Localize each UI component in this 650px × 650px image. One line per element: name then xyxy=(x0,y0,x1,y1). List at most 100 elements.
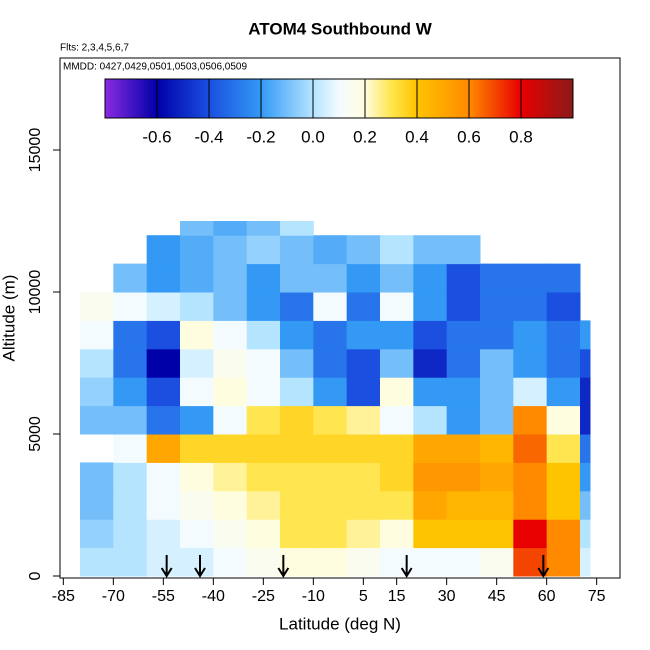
heatmap-cell xyxy=(413,320,448,350)
heatmap-cell xyxy=(346,434,381,463)
heatmap-cell xyxy=(446,348,481,378)
heatmap-cell xyxy=(246,434,281,463)
heatmap-cell xyxy=(213,221,248,236)
heatmap-cell xyxy=(213,377,248,407)
marker-arrow xyxy=(537,555,550,578)
heatmap-cell xyxy=(380,377,414,407)
heatmap-cell xyxy=(580,519,591,549)
heatmap-cell xyxy=(513,377,548,407)
heatmap-cell xyxy=(446,547,481,577)
heatmap-cell xyxy=(146,292,181,321)
heatmap-cell xyxy=(80,292,114,321)
heatmap-cell xyxy=(346,490,381,520)
heatmap-cell xyxy=(313,377,348,407)
heatmap-cell xyxy=(213,263,248,293)
heatmap-cell xyxy=(346,320,381,350)
heatmap-cell xyxy=(546,519,581,549)
heatmap-cell xyxy=(346,263,381,293)
heatmap-cell xyxy=(380,490,414,520)
heatmap-cell xyxy=(213,292,248,321)
heatmap-cell xyxy=(446,292,481,321)
heatmap-cell xyxy=(146,263,181,293)
heatmap xyxy=(80,221,591,577)
heatmap-cell xyxy=(246,320,281,350)
heatmap-cell xyxy=(246,292,281,321)
colorbar-tick-label: -0.2 xyxy=(246,127,275,146)
heatmap-cell xyxy=(80,320,114,350)
heatmap-cell xyxy=(280,348,314,378)
heatmap-cell xyxy=(213,434,248,463)
heatmap-cell xyxy=(346,519,381,549)
heatmap-cell xyxy=(446,320,481,350)
heatmap-cell xyxy=(446,434,481,463)
heatmap-cell xyxy=(313,490,348,520)
heatmap-cell xyxy=(146,348,181,378)
heatmap-cell xyxy=(313,292,348,321)
heatmap-cell xyxy=(580,320,591,350)
heatmap-cell xyxy=(213,320,248,350)
x-tick-label: 30 xyxy=(438,588,456,605)
heatmap-cell xyxy=(113,490,148,520)
heatmap-cell xyxy=(246,462,281,492)
heatmap-cell xyxy=(580,405,591,435)
colorbar-tick-label: 0.0 xyxy=(301,127,325,146)
heatmap-cell xyxy=(413,235,448,265)
heatmap-cell xyxy=(280,405,314,435)
heatmap-cell xyxy=(146,462,181,492)
y-axis-label: Altitude (m) xyxy=(0,275,18,362)
heatmap-cell xyxy=(280,519,314,549)
heatmap-cell xyxy=(480,547,514,577)
heatmap-cell xyxy=(246,221,281,236)
heatmap-cell xyxy=(246,490,281,520)
x-tick-label: 15 xyxy=(388,588,406,605)
heatmap-cell xyxy=(513,519,548,549)
heatmap-cell xyxy=(413,519,448,549)
heatmap-cell xyxy=(213,490,248,520)
x-tick-label: -70 xyxy=(102,588,125,605)
colorbar xyxy=(104,78,574,119)
colorbar-tick-label: 0.2 xyxy=(353,127,377,146)
y-tick-label: 5000 xyxy=(27,416,44,452)
heatmap-cell xyxy=(380,235,414,265)
heatmap-cell xyxy=(146,519,181,549)
heatmap-cell xyxy=(213,547,248,577)
heatmap-cell xyxy=(213,462,248,492)
marker-arrow xyxy=(194,555,206,578)
heatmap-cell xyxy=(113,405,148,435)
heatmap-cell xyxy=(146,405,181,435)
heatmap-cell xyxy=(546,462,581,492)
colorbar-tick-label: 0.4 xyxy=(405,127,429,146)
heatmap-cell xyxy=(146,434,181,463)
heatmap-cell xyxy=(280,490,314,520)
heatmap-cell xyxy=(413,263,448,293)
heatmap-cell xyxy=(146,377,181,407)
heatmap-cell xyxy=(213,405,248,435)
heatmap-cell xyxy=(513,348,548,378)
heatmap-cell xyxy=(513,263,548,293)
heatmap-cell xyxy=(413,292,448,321)
heatmap-cell xyxy=(113,320,148,350)
heatmap-cell xyxy=(380,348,414,378)
plot-frame xyxy=(59,57,621,579)
heatmap-cell xyxy=(513,490,548,520)
heatmap-cell xyxy=(346,405,381,435)
colorbar-tick-label: 0.8 xyxy=(509,127,533,146)
chart-title: ATOM4 Southbound W xyxy=(248,19,432,38)
heatmap-cell xyxy=(580,434,591,463)
heatmap-cell xyxy=(513,462,548,492)
heatmap-cell xyxy=(446,405,481,435)
y-tick-label: 10000 xyxy=(27,270,44,315)
heatmap-cell xyxy=(346,377,381,407)
heatmap-cell xyxy=(246,377,281,407)
heatmap-cell xyxy=(346,292,381,321)
heatmap-cell xyxy=(513,434,548,463)
heatmap-cell xyxy=(180,462,214,492)
overlay: -85 -70 -55 -40 -25 -10 5 15 30 45 60 75 0 5000 10000 1… xyxy=(27,57,621,605)
heatmap-cell xyxy=(313,519,348,549)
colorbar-tick-label: -0.6 xyxy=(142,127,171,146)
heatmap-cell xyxy=(580,377,591,407)
heatmap-cell xyxy=(380,434,414,463)
x-tick-label: -25 xyxy=(252,588,275,605)
heatmap-cell xyxy=(180,292,214,321)
